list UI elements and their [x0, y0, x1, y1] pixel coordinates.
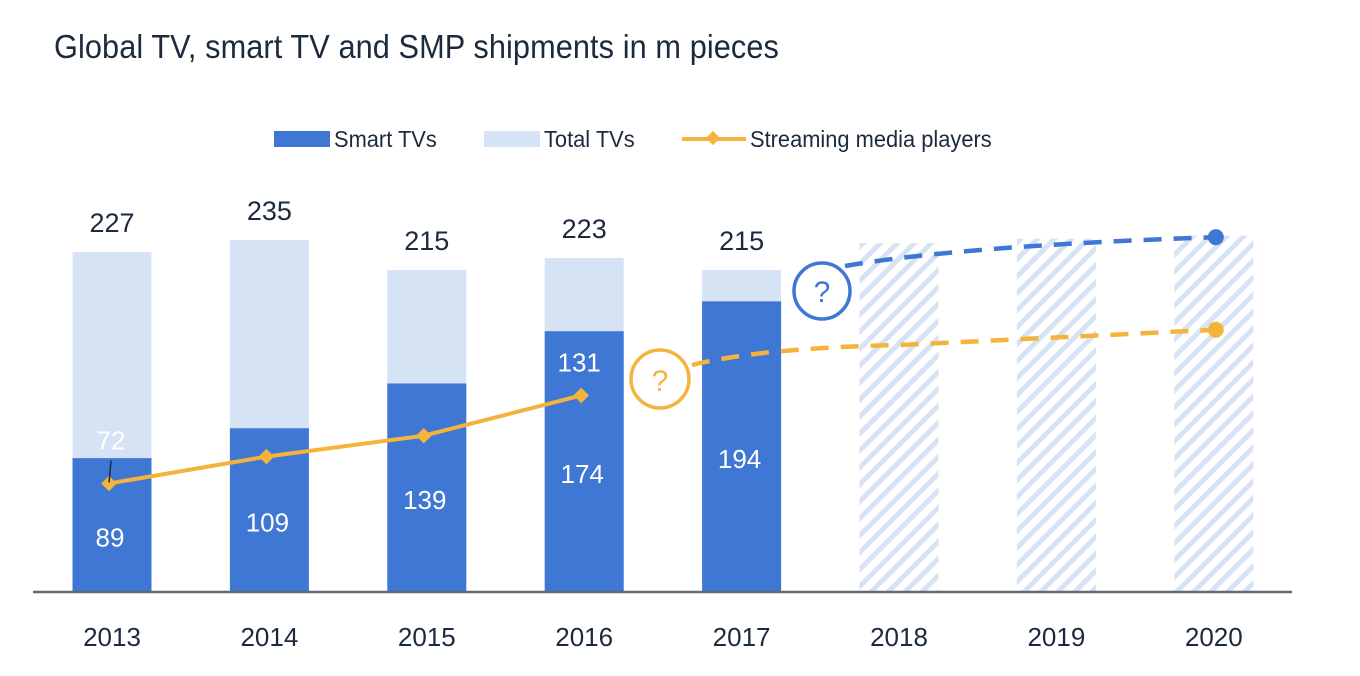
data-label-total-2016: 223: [562, 214, 607, 244]
bar-smart-tvs-2016: [544, 331, 624, 591]
labels-layer: 227 89 235 109 215 139 223 174 215 194 72 131: [89, 196, 764, 552]
endpoint-smart-tv-forecast: [1207, 229, 1224, 246]
data-label-smart-2015: 139: [403, 485, 446, 515]
dashed-line-smp-forecast: [691, 327, 1216, 368]
bars-layer: [72, 235, 1254, 592]
bar-forecast-hatched-2019: [1016, 238, 1096, 592]
bar-forecast-hatched-2018: [859, 243, 939, 592]
legend: Smart TVs Total TVs Streaming media play…: [274, 122, 1046, 156]
x-tick-label-2018: 2018: [870, 622, 928, 652]
x-tick-label-2015: 2015: [398, 622, 456, 652]
endpoint-smp-forecast: [1207, 321, 1224, 338]
question-mark-smp: ?: [652, 365, 669, 398]
legend-label: Smart TVs: [334, 125, 437, 152]
legend-label: Total TVs: [544, 125, 635, 152]
question-icon-smp: [629, 348, 691, 410]
legend-swatch-smart-tvs: [274, 131, 330, 147]
x-tick-label-2014: 2014: [240, 622, 298, 652]
question-mark-smart-tv: ?: [814, 276, 831, 309]
line-streaming-media-players: [108, 393, 582, 486]
x-tick-label-2019: 2019: [1027, 622, 1085, 652]
data-label-total-2013: 227: [89, 208, 134, 238]
data-label-smart-2017: 194: [718, 444, 761, 474]
dashed-line-smart-tv-forecast: [844, 234, 1216, 269]
data-label-total-2014: 235: [247, 196, 292, 226]
data-label-smart-2014: 109: [246, 508, 289, 538]
data-label-total-2015: 215: [404, 226, 449, 256]
legend-item-smart-tvs: Smart TVs: [274, 126, 442, 153]
legend-line-diamond-icon: [681, 131, 746, 147]
x-tick-label-2020: 2020: [1185, 622, 1243, 652]
legend-label: Streaming media players: [749, 125, 992, 152]
lines-layer: ??: [101, 229, 1224, 492]
leader-line-smp-2013: [108, 460, 112, 483]
data-label-total-2017: 215: [719, 226, 764, 256]
data-label-smart-2016: 174: [561, 459, 604, 489]
x-axis: 2013 2014 2015 2016 2017 2018 2019 2020: [33, 590, 1292, 652]
bar-smart-tvs-2015: [387, 383, 467, 591]
bar-forecast-hatched-2020: [1174, 235, 1254, 591]
x-tick-label-2013: 2013: [83, 622, 141, 652]
legend-item-total-tvs: Total TVs: [484, 126, 639, 153]
question-icon-smart-tv: [792, 261, 852, 321]
x-tick-label-2016: 2016: [555, 622, 613, 652]
chart-title: Global TV, smart TV and SMP shipments in…: [54, 28, 779, 65]
legend-item-streaming-media-players: Streaming media players: [681, 125, 1004, 153]
data-label-smart-2013: 89: [96, 523, 125, 553]
data-label-smp-2016: 131: [558, 347, 601, 377]
data-label-smp-2013: 72: [97, 426, 126, 456]
bar-smart-tvs-2017: [702, 301, 782, 591]
x-tick-label-2017: 2017: [713, 622, 771, 652]
legend-swatch-total-tvs: [484, 131, 541, 147]
